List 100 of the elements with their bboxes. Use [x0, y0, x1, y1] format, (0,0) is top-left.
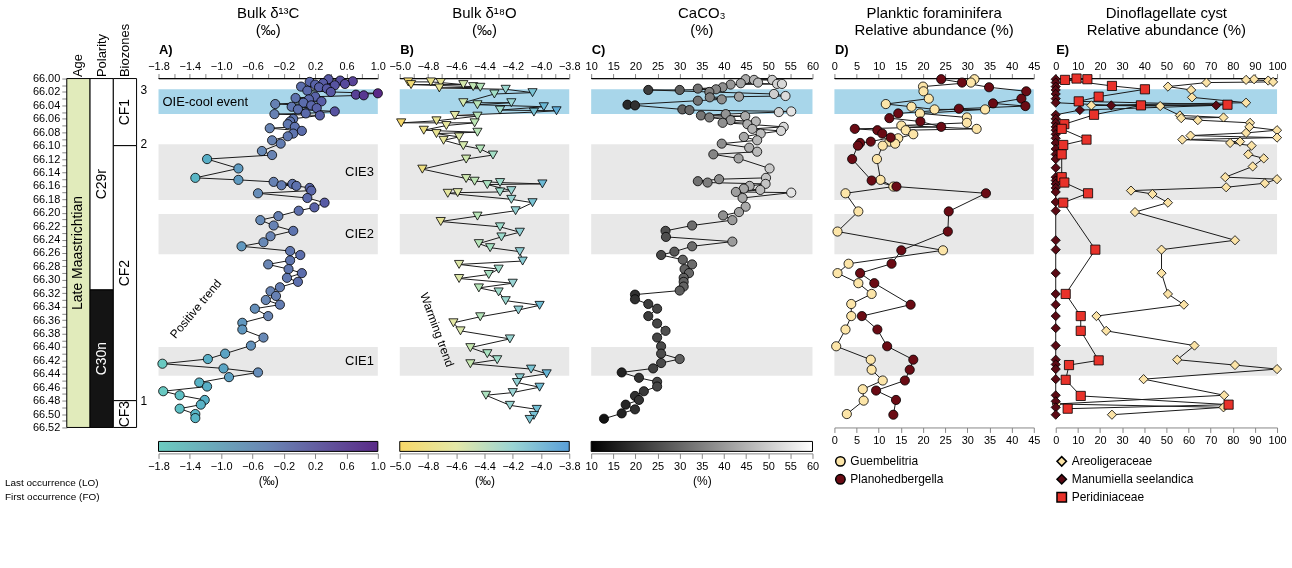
- color-bar-label: −0.2: [273, 459, 296, 472]
- color-bar-label: 60: [806, 459, 820, 472]
- x-tick-label: 0.2: [308, 60, 324, 73]
- legend-label: Planohedbergella: [850, 472, 944, 487]
- text: 3: [140, 83, 148, 98]
- y-tick-label: 66.08: [32, 125, 61, 138]
- legend-label: Peridiniaceae: [1071, 490, 1145, 505]
- x-tick-label: 10: [1072, 433, 1085, 446]
- y-tick-label: 66.24: [32, 233, 61, 246]
- color-bar-label: 10: [585, 459, 598, 472]
- x-tick-label: 50: [762, 60, 775, 73]
- x-tick-label: 10: [585, 60, 598, 73]
- series-label: Late Maastrichtian: [69, 196, 86, 310]
- x-tick-label: −0.2: [273, 60, 296, 73]
- x-tick-label: 15: [607, 60, 620, 73]
- y-tick-label: 66.30: [32, 273, 61, 286]
- color-bar-label: 40: [718, 459, 731, 472]
- x-tick-label: 30: [1116, 433, 1129, 446]
- legend-label: Guembelitria: [850, 454, 919, 469]
- x-tick-label: 60: [806, 60, 820, 73]
- x-tick-label: −4.2: [502, 60, 525, 73]
- x-tick-label: 40: [1138, 433, 1151, 446]
- band-label: CIE2: [345, 226, 374, 242]
- chart-title: B): [400, 42, 414, 58]
- color-bar-label: −4.8: [417, 459, 440, 472]
- y-tick-label: 66.50: [32, 407, 61, 420]
- text: First occurrence (FO): [4, 491, 100, 503]
- x-tick-label: Age: [70, 54, 86, 78]
- chart-title: C): [591, 42, 606, 58]
- x-tick-label: 40: [1006, 433, 1019, 446]
- x-tick-label: 40: [718, 60, 731, 73]
- color-bar-title: (‰): [258, 473, 279, 488]
- x-tick-label: 80: [1227, 433, 1240, 446]
- y-tick-label: 66.26: [32, 246, 61, 259]
- x-tick-label: 5: [854, 433, 861, 446]
- y-tick-label: 66.14: [32, 165, 61, 178]
- text: Last occurrence (LO): [4, 477, 99, 489]
- chart-title: E): [1056, 42, 1070, 58]
- x-tick-label: −1.0: [210, 60, 233, 73]
- color-bar-label: −4.6: [445, 459, 468, 472]
- y-tick-label: 66.06: [32, 112, 61, 125]
- x-tick-label: −3.8: [558, 60, 581, 73]
- x-tick-label: 0: [831, 433, 838, 446]
- x-tick-label: −4.6: [445, 60, 468, 73]
- x-tick-label: Biozones: [116, 23, 132, 78]
- x-tick-label: 20: [1094, 433, 1107, 446]
- color-bar-label: 0.2: [308, 459, 324, 472]
- chart-title: A): [159, 42, 173, 58]
- color-bar-label: 15: [607, 459, 620, 472]
- y-tick-label: 66.34: [32, 300, 61, 313]
- color-bar-label: 35: [696, 459, 709, 472]
- x-tick-label: 100: [1268, 433, 1287, 446]
- x-tick-label: 50: [1160, 433, 1173, 446]
- legend-label: Manumiella seelandica: [1071, 472, 1194, 487]
- y-tick-label: 66.10: [32, 139, 61, 152]
- y-tick-label: 66.12: [32, 152, 61, 165]
- series-label: CF3: [115, 400, 132, 428]
- color-bar-label: −1.0: [210, 459, 233, 472]
- y-tick-label: 66.22: [32, 219, 61, 232]
- color-bar-label: −4.4: [474, 459, 496, 472]
- color-bar-title: (‰): [475, 473, 495, 488]
- y-tick-label: 66.02: [32, 85, 61, 98]
- x-tick-label: 20: [629, 60, 643, 73]
- chart-title: D): [834, 42, 849, 58]
- band-label: OIE-cool event: [162, 93, 249, 109]
- color-bar-label: −4.0: [530, 459, 553, 472]
- color-bar-label: −3.8: [558, 459, 581, 472]
- x2-axis-title: Dinoflagellate cyst Relative abundance (%): [1086, 3, 1247, 38]
- y-tick-label: 66.46: [32, 380, 61, 393]
- color-bar-label: 55: [784, 459, 797, 472]
- x-tick-label: 35: [696, 60, 709, 73]
- color-bar-label: 0.6: [339, 459, 355, 472]
- x-tick-label: 30: [961, 433, 974, 446]
- x-axis-title: CaCO₃ (%): [678, 3, 726, 38]
- band-label: CIE3: [345, 164, 374, 180]
- x-tick-label: 15: [895, 433, 908, 446]
- color-bar-label: −1.8: [148, 459, 170, 472]
- y-tick-label: 66.16: [32, 179, 61, 192]
- x-tick-label: 60: [1182, 433, 1196, 446]
- color-bar-label: −4.2: [502, 459, 525, 472]
- series-label: C30n: [92, 342, 109, 376]
- x-tick-label: −4.8: [417, 60, 440, 73]
- color-bar-label: 30: [674, 459, 687, 472]
- color-bar-title: (%): [693, 473, 712, 488]
- y-tick-label: 66.42: [32, 353, 61, 366]
- x-tick-label: 0: [1053, 433, 1060, 446]
- x-tick-label: Polarity: [93, 33, 109, 78]
- band-label: CIE1: [345, 353, 374, 369]
- color-bar-label: 25: [651, 459, 665, 472]
- x-tick-label: 20: [917, 433, 930, 446]
- y-tick-label: 66.00: [32, 72, 61, 85]
- y-tick-label: 66.32: [32, 286, 61, 299]
- y-tick-label: 66.36: [32, 313, 61, 326]
- series-label: CF1: [115, 98, 132, 126]
- x-axis-title: Bulk δ¹⁸O (‰): [452, 3, 517, 38]
- series-label: CF2: [115, 259, 132, 287]
- y-tick-label: 66.38: [32, 327, 61, 340]
- color-bar-label: 1.0: [370, 459, 386, 472]
- x-tick-label: 1.0: [370, 60, 386, 73]
- x2-axis-title: Planktic foraminifera Relative abundance (%): [854, 3, 1014, 38]
